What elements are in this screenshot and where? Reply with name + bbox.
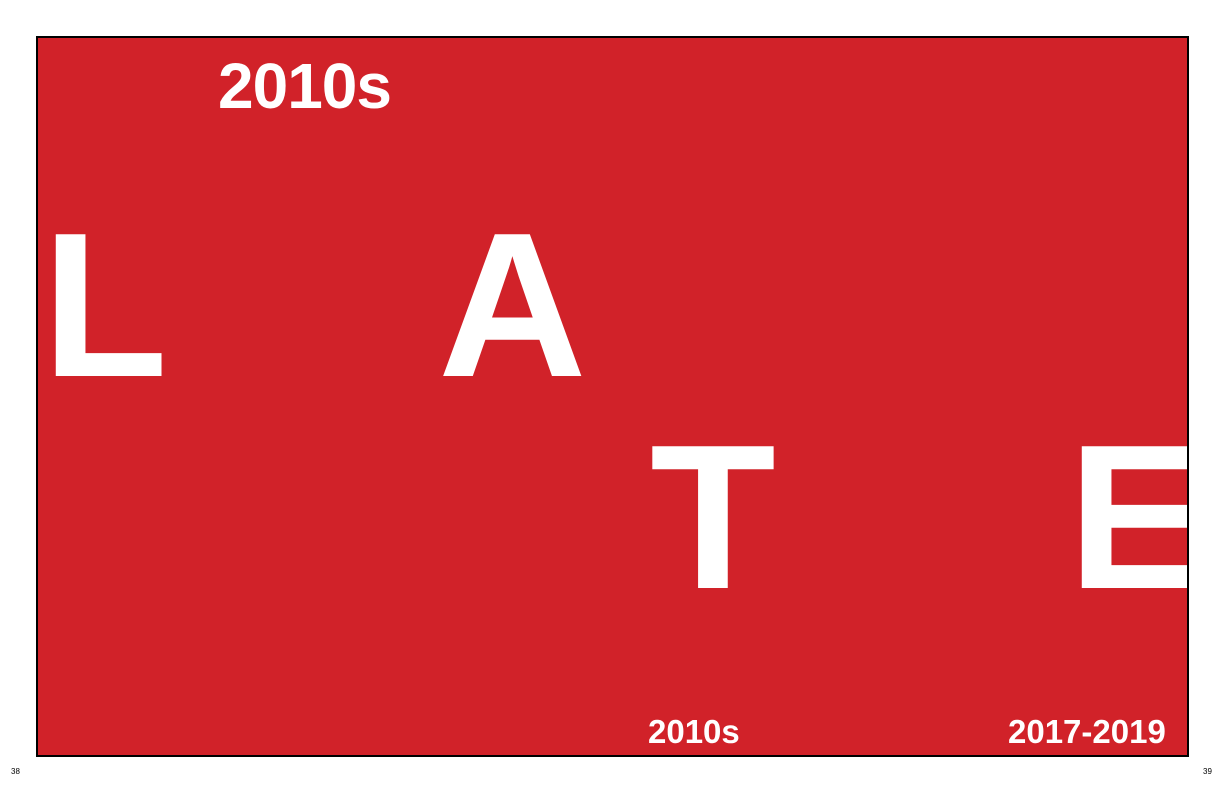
letter-a: A: [438, 190, 587, 420]
page-number-left: 38: [11, 767, 20, 776]
decade-heading: 2010s: [218, 50, 392, 122]
page-number-right: 39: [1203, 767, 1212, 776]
footer-years-label: 2017-2019: [1008, 713, 1166, 750]
letter-l: L: [42, 190, 168, 420]
letter-t: T: [650, 402, 776, 632]
footer-decade-label: 2010s: [648, 713, 740, 750]
red-panel: 2010s L A T E 2010s 2017-2019: [36, 36, 1189, 757]
letter-e: E: [1068, 414, 1187, 620]
